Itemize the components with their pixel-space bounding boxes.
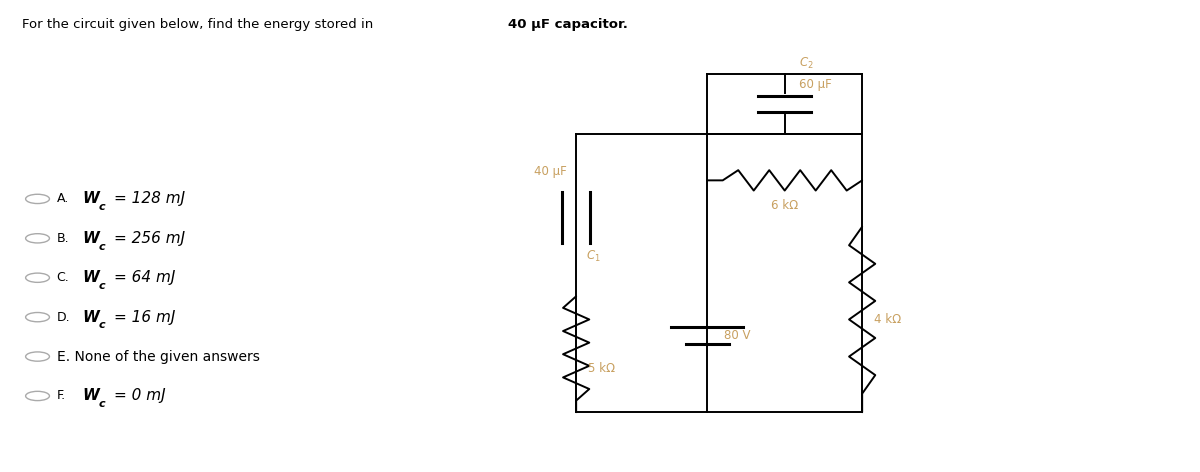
Text: W: W xyxy=(83,270,100,285)
Text: c: c xyxy=(98,202,104,212)
Text: = 16 mJ: = 16 mJ xyxy=(114,310,175,325)
Text: A.: A. xyxy=(56,193,68,205)
Text: c: c xyxy=(98,281,104,291)
Text: For the circuit given below, find the energy stored in: For the circuit given below, find the en… xyxy=(22,18,378,31)
Text: W: W xyxy=(83,310,100,325)
Text: 80 V: 80 V xyxy=(724,329,750,342)
Text: = 128 mJ: = 128 mJ xyxy=(114,192,185,206)
Text: F.: F. xyxy=(56,389,66,403)
Text: B.: B. xyxy=(56,232,70,245)
Text: 40 μF: 40 μF xyxy=(534,165,566,177)
Text: $C_1$: $C_1$ xyxy=(586,249,600,264)
Text: W: W xyxy=(83,192,100,206)
Text: 40 μF capacitor.: 40 μF capacitor. xyxy=(509,18,628,31)
Text: = 0 mJ: = 0 mJ xyxy=(114,388,166,404)
Text: 6 kΩ: 6 kΩ xyxy=(772,199,798,212)
Text: E. None of the given answers: E. None of the given answers xyxy=(56,350,259,363)
Text: W: W xyxy=(83,388,100,404)
Text: = 256 mJ: = 256 mJ xyxy=(114,231,185,246)
Text: c: c xyxy=(98,399,104,409)
Text: c: c xyxy=(98,242,104,252)
Text: $C_2$: $C_2$ xyxy=(799,56,814,71)
Text: C.: C. xyxy=(56,271,70,284)
Text: 4 kΩ: 4 kΩ xyxy=(874,313,901,326)
Text: W: W xyxy=(83,231,100,246)
Text: 5 kΩ: 5 kΩ xyxy=(588,362,616,375)
Text: = 64 mJ: = 64 mJ xyxy=(114,270,175,285)
Text: 60 μF: 60 μF xyxy=(799,78,832,92)
Text: D.: D. xyxy=(56,311,71,324)
Text: c: c xyxy=(98,320,104,330)
